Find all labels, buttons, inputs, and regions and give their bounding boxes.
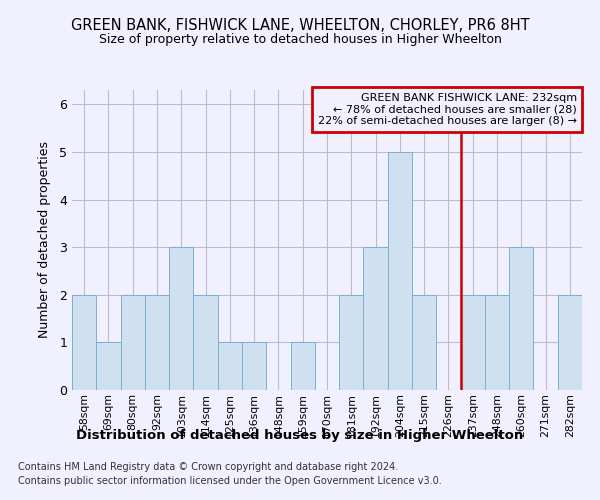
Text: GREEN BANK FISHWICK LANE: 232sqm
← 78% of detached houses are smaller (28)
22% o: GREEN BANK FISHWICK LANE: 232sqm ← 78% o… <box>318 93 577 126</box>
Text: Distribution of detached houses by size in Higher Wheelton: Distribution of detached houses by size … <box>76 428 524 442</box>
Bar <box>558 295 582 390</box>
Text: Size of property relative to detached houses in Higher Wheelton: Size of property relative to detached ho… <box>98 32 502 46</box>
Bar <box>121 295 145 390</box>
Y-axis label: Number of detached properties: Number of detached properties <box>38 142 51 338</box>
Bar <box>485 295 509 390</box>
Bar <box>290 342 315 390</box>
Bar <box>193 295 218 390</box>
Bar <box>461 295 485 390</box>
Text: GREEN BANK, FISHWICK LANE, WHEELTON, CHORLEY, PR6 8HT: GREEN BANK, FISHWICK LANE, WHEELTON, CHO… <box>71 18 529 32</box>
Text: Contains HM Land Registry data © Crown copyright and database right 2024.: Contains HM Land Registry data © Crown c… <box>18 462 398 472</box>
Bar <box>96 342 121 390</box>
Bar <box>145 295 169 390</box>
Bar <box>242 342 266 390</box>
Text: Contains public sector information licensed under the Open Government Licence v3: Contains public sector information licen… <box>18 476 442 486</box>
Bar <box>388 152 412 390</box>
Bar <box>169 247 193 390</box>
Bar <box>339 295 364 390</box>
Bar <box>72 295 96 390</box>
Bar <box>412 295 436 390</box>
Bar <box>218 342 242 390</box>
Bar <box>509 247 533 390</box>
Bar <box>364 247 388 390</box>
